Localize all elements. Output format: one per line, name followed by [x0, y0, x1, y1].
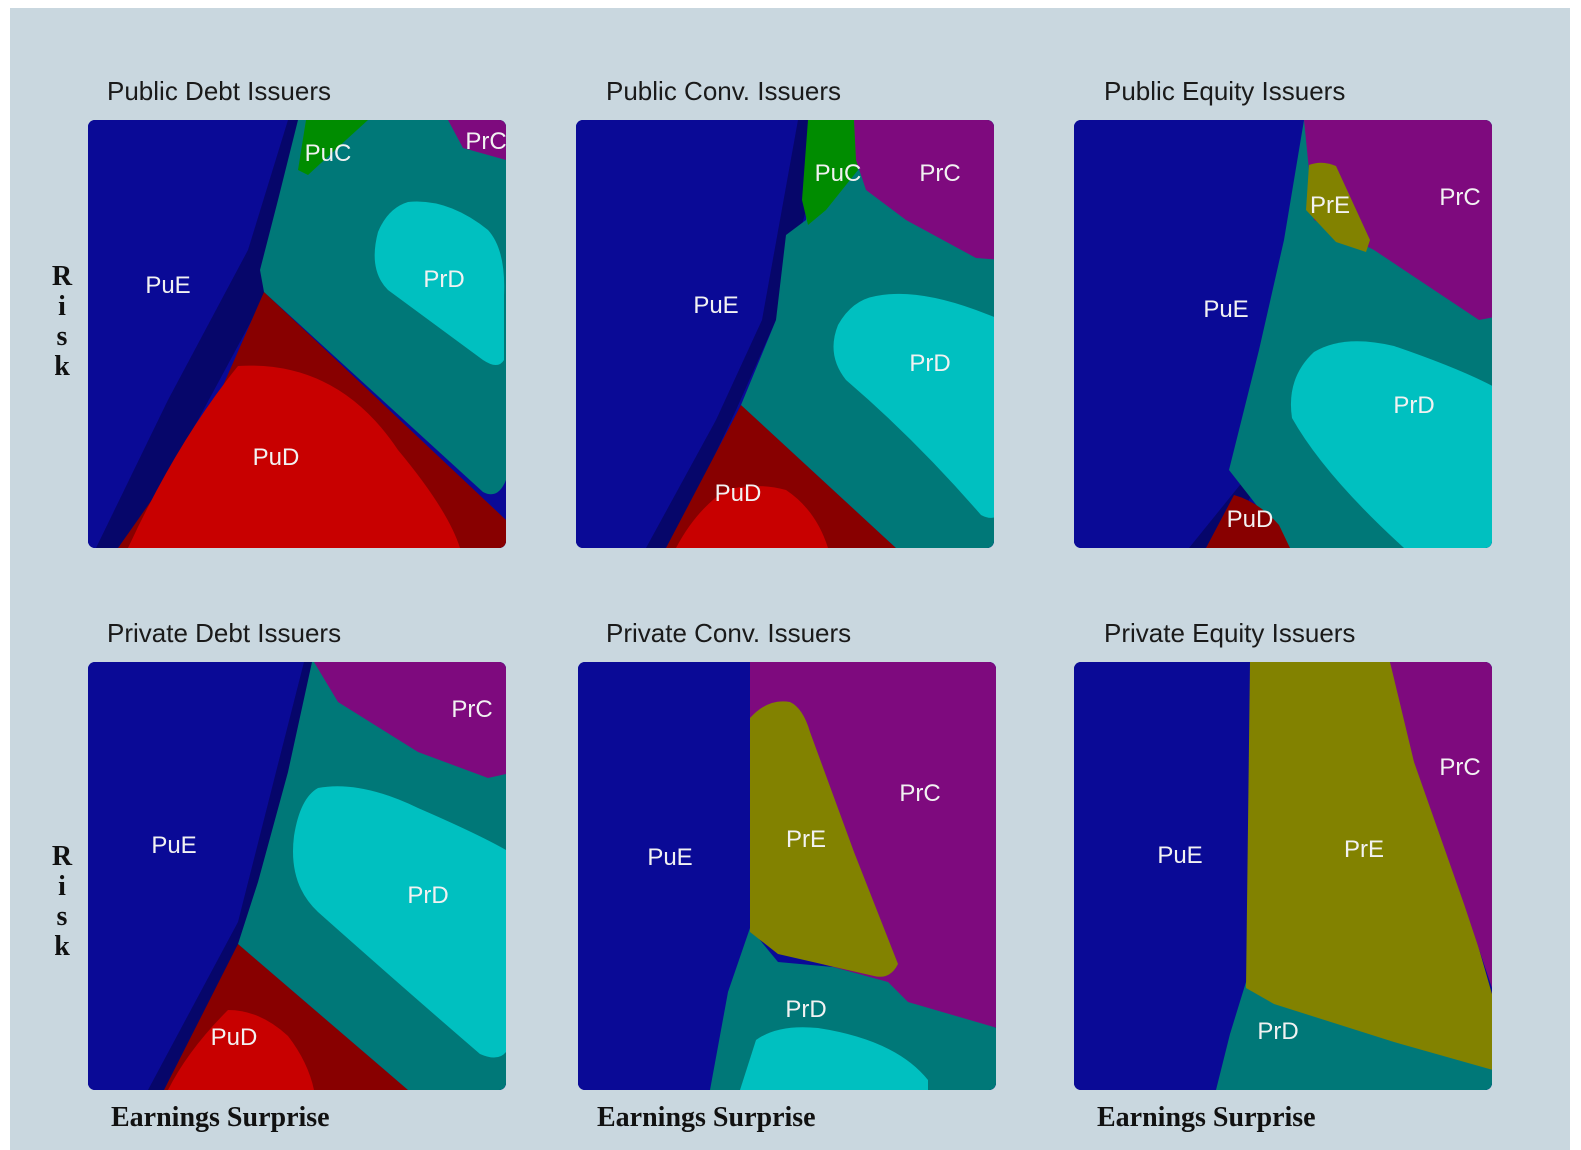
region-label: PrC	[465, 128, 506, 155]
region-prd	[1291, 341, 1492, 548]
panel-title: Public Conv. Issuers	[606, 76, 842, 106]
region-label: PrD	[1257, 1018, 1299, 1045]
panel-title: Private Equity Issuers	[1104, 618, 1356, 648]
region-pre	[750, 701, 898, 977]
panel-title: Private Debt Issuers	[107, 618, 342, 648]
region-label: PuC	[304, 140, 352, 167]
region-map	[88, 662, 506, 1090]
region-label: PrE	[1309, 192, 1351, 219]
region-label: PrD	[785, 996, 827, 1023]
region-pre	[1246, 662, 1492, 1070]
x-axis-label: Earnings Surprise	[1097, 1102, 1316, 1133]
panel-title: Public Equity Issuers	[1104, 76, 1346, 106]
region-pud	[168, 1010, 314, 1090]
region-label: PuE	[1203, 296, 1249, 323]
region-label: PuD	[1226, 506, 1274, 533]
region-puc	[802, 120, 858, 225]
region-label: PrE	[1343, 836, 1385, 863]
region-map	[578, 662, 996, 1090]
region-prc	[854, 120, 994, 260]
panel-title: Public Debt Issuers	[107, 76, 331, 106]
region-pre	[1306, 162, 1370, 252]
region-puc	[298, 120, 368, 175]
region-pue-band	[646, 120, 812, 548]
region-prc	[448, 120, 506, 160]
region-map-panel: PuE PrE PrC PrD PuD	[1074, 120, 1492, 548]
region-label: PrC	[1439, 184, 1481, 211]
region-label: PuD	[210, 1024, 258, 1051]
region-label: PrD	[909, 350, 951, 377]
region-prd	[833, 293, 994, 518]
region-map-panel: PuE PuC PrC PrD PuD	[88, 120, 506, 548]
region-label: PrD	[423, 266, 465, 293]
region-prc	[1390, 662, 1492, 988]
region-prd-dark	[1216, 982, 1492, 1090]
region-map	[1074, 662, 1492, 1090]
region-label: PrD	[407, 882, 449, 909]
region-prc	[1304, 120, 1492, 320]
panel-title: Private Conv. Issuers	[606, 618, 852, 648]
region-label: PuE	[647, 844, 693, 871]
region-map	[1074, 120, 1492, 548]
region-label: PrD	[1393, 392, 1435, 419]
region-map	[576, 120, 994, 548]
figure: Public Debt Issuers PuE PuC PrC PrD PuD Public…	[10, 8, 1570, 1150]
region-pue-band	[148, 662, 314, 1090]
x-axis-label: Earnings Surprise	[597, 1102, 816, 1133]
region-label: PrE	[785, 826, 827, 853]
region-pud-dark	[1206, 495, 1290, 548]
region-pue-band	[96, 120, 310, 548]
region-pud	[128, 365, 460, 548]
region-prd	[293, 786, 506, 1058]
region-label: PuD	[714, 480, 762, 507]
region-label: PuE	[1157, 842, 1203, 869]
region-label: PrC	[899, 780, 941, 807]
region-map-panel: PuE PuC PrC PrD PuD	[576, 120, 994, 548]
region-label: PuE	[151, 832, 197, 859]
region-pud	[676, 486, 828, 548]
region-map-panel: PuE PrE PrC PrD	[1074, 662, 1492, 1090]
region-map	[88, 120, 506, 548]
region-label: PuC	[814, 160, 862, 187]
region-map-panel: PuE PrE PrC PrD	[578, 662, 996, 1090]
region-label: PrC	[919, 160, 961, 187]
region-map-panel: PuE PrC PrD PuD	[88, 662, 506, 1090]
x-axis-label: Earnings Surprise	[111, 1102, 330, 1133]
region-prd	[740, 1027, 928, 1090]
region-prc	[314, 662, 506, 778]
region-label: PrC	[451, 696, 493, 723]
region-label: PuD	[252, 444, 300, 471]
region-label: PuE	[145, 272, 191, 299]
region-label: PrC	[1439, 754, 1481, 781]
region-label: PuE	[693, 292, 739, 319]
region-prd	[374, 201, 505, 365]
